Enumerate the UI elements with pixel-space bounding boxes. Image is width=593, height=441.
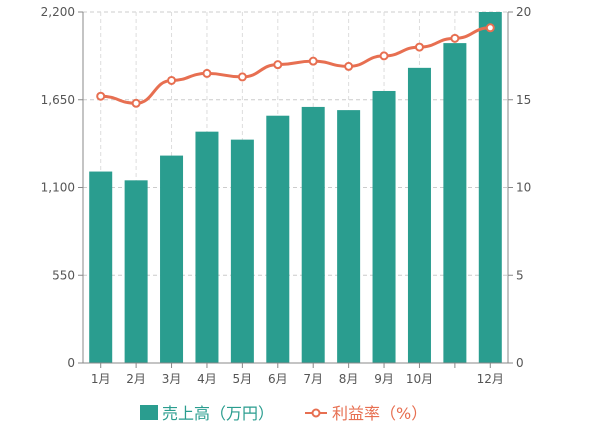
bar	[407, 67, 431, 363]
bar	[124, 180, 148, 363]
line-point	[237, 72, 247, 82]
bar	[89, 171, 113, 363]
x-tick-label: 7月	[303, 372, 323, 386]
left-tick-label: 550	[52, 268, 75, 282]
x-tick-label: 8月	[339, 372, 359, 386]
bar	[266, 115, 290, 363]
bar	[301, 106, 325, 364]
line-point	[273, 60, 283, 70]
bar-series	[89, 12, 502, 364]
line-point	[202, 68, 212, 78]
line-point	[131, 98, 141, 108]
bar	[230, 139, 254, 363]
legend: 売上高（万円） 利益率（%）	[140, 404, 427, 423]
x-tick-label: 2月	[126, 372, 146, 386]
legend-label-line: 利益率（%）	[332, 404, 427, 423]
legend-swatch-point	[311, 408, 321, 418]
right-tick-label: 5	[516, 268, 524, 282]
line-point	[167, 75, 177, 85]
left-tick-label: 1,100	[41, 181, 75, 195]
x-tick-label: 9月	[374, 372, 394, 386]
x-tick-label: 10月	[406, 372, 433, 386]
line-point	[96, 91, 106, 101]
line-series	[96, 23, 495, 108]
line-point	[485, 23, 495, 33]
bar	[160, 155, 184, 363]
line-path	[100, 26, 491, 105]
right-tick-label: 15	[516, 93, 531, 107]
x-tick-label: 12月	[477, 372, 504, 386]
x-tick-label: 3月	[162, 372, 182, 386]
right-tick-label: 0	[516, 356, 524, 370]
bar	[372, 90, 396, 363]
x-tick-label: 6月	[268, 372, 288, 386]
line-point	[450, 33, 460, 43]
bar	[443, 43, 467, 364]
legend-label-bar: 売上高（万円）	[162, 404, 274, 423]
x-tick-label: 4月	[197, 372, 217, 386]
left-tick-label: 1,650	[41, 93, 75, 107]
bar	[195, 131, 219, 363]
line-point	[344, 61, 354, 71]
line-point	[308, 56, 318, 66]
left-tick-label: 0	[67, 356, 75, 370]
bar	[478, 12, 502, 363]
axes: 0 550 1,100 1,650 2,200 0 5 10 15 20 1月 2月 3月 4月 5月 6月 7…	[41, 5, 532, 386]
right-tick-label: 10	[516, 181, 531, 195]
line-point	[414, 42, 424, 52]
x-tick-label: 5月	[233, 372, 253, 386]
bar	[337, 110, 361, 363]
legend-swatch-bar	[140, 405, 158, 420]
left-tick-label: 2,200	[41, 5, 75, 19]
right-tick-label: 20	[516, 5, 531, 19]
x-tick-label: 1月	[91, 372, 111, 386]
line-point	[379, 51, 389, 61]
